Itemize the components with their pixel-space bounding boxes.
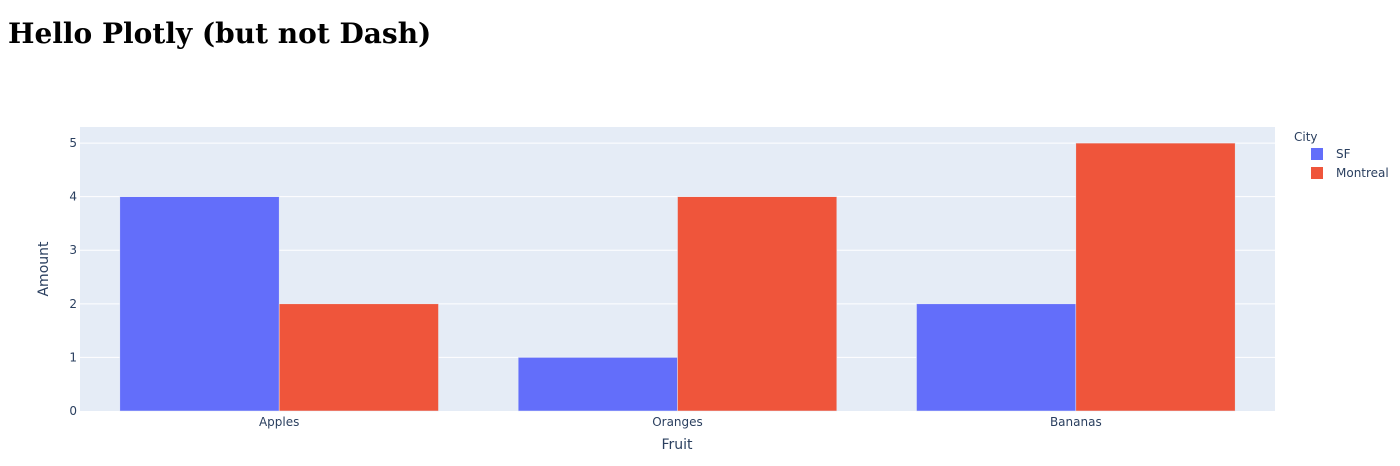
x-axis-title: Fruit [661,437,693,453]
y-tick-label: 4 [69,190,77,204]
legend-items[interactable]: SF Montreal [1311,147,1389,180]
legend[interactable]: City SF Montreal [1294,130,1389,180]
x-tick-label: Oranges [652,415,703,429]
y-tick-label: 2 [69,297,77,311]
bar-montreal-oranges[interactable] [677,196,838,412]
legend-label: Montreal [1336,166,1389,180]
bar-sf-bananas[interactable] [916,303,1077,412]
y-tick-label: 1 [69,350,77,364]
bar-sf-oranges[interactable] [517,357,678,412]
y-tick-label: 3 [69,243,77,257]
x-tick-label: Bananas [1050,415,1102,429]
legend-title: City [1294,130,1318,144]
legend-swatch [1311,167,1323,179]
bar-montreal-bananas[interactable] [1075,142,1236,412]
y-tick-label: 5 [69,136,77,150]
legend-swatch [1311,148,1323,160]
bars [119,142,1236,412]
bar-sf-apples[interactable] [119,196,280,412]
x-tick-label: Apples [259,415,299,429]
x-tick-labels: Apples Oranges Bananas [259,415,1102,429]
page-title: Hello Plotly (but not Dash) [8,17,432,50]
y-tick-labels: 0 1 2 3 4 5 [69,136,77,418]
y-tick-label: 0 [69,404,77,418]
legend-label: SF [1336,147,1351,161]
bar-montreal-apples[interactable] [278,303,439,412]
y-axis-title: Amount [36,241,52,297]
legend-item-sf[interactable]: SF [1311,147,1351,161]
legend-item-montreal[interactable]: Montreal [1311,166,1389,180]
